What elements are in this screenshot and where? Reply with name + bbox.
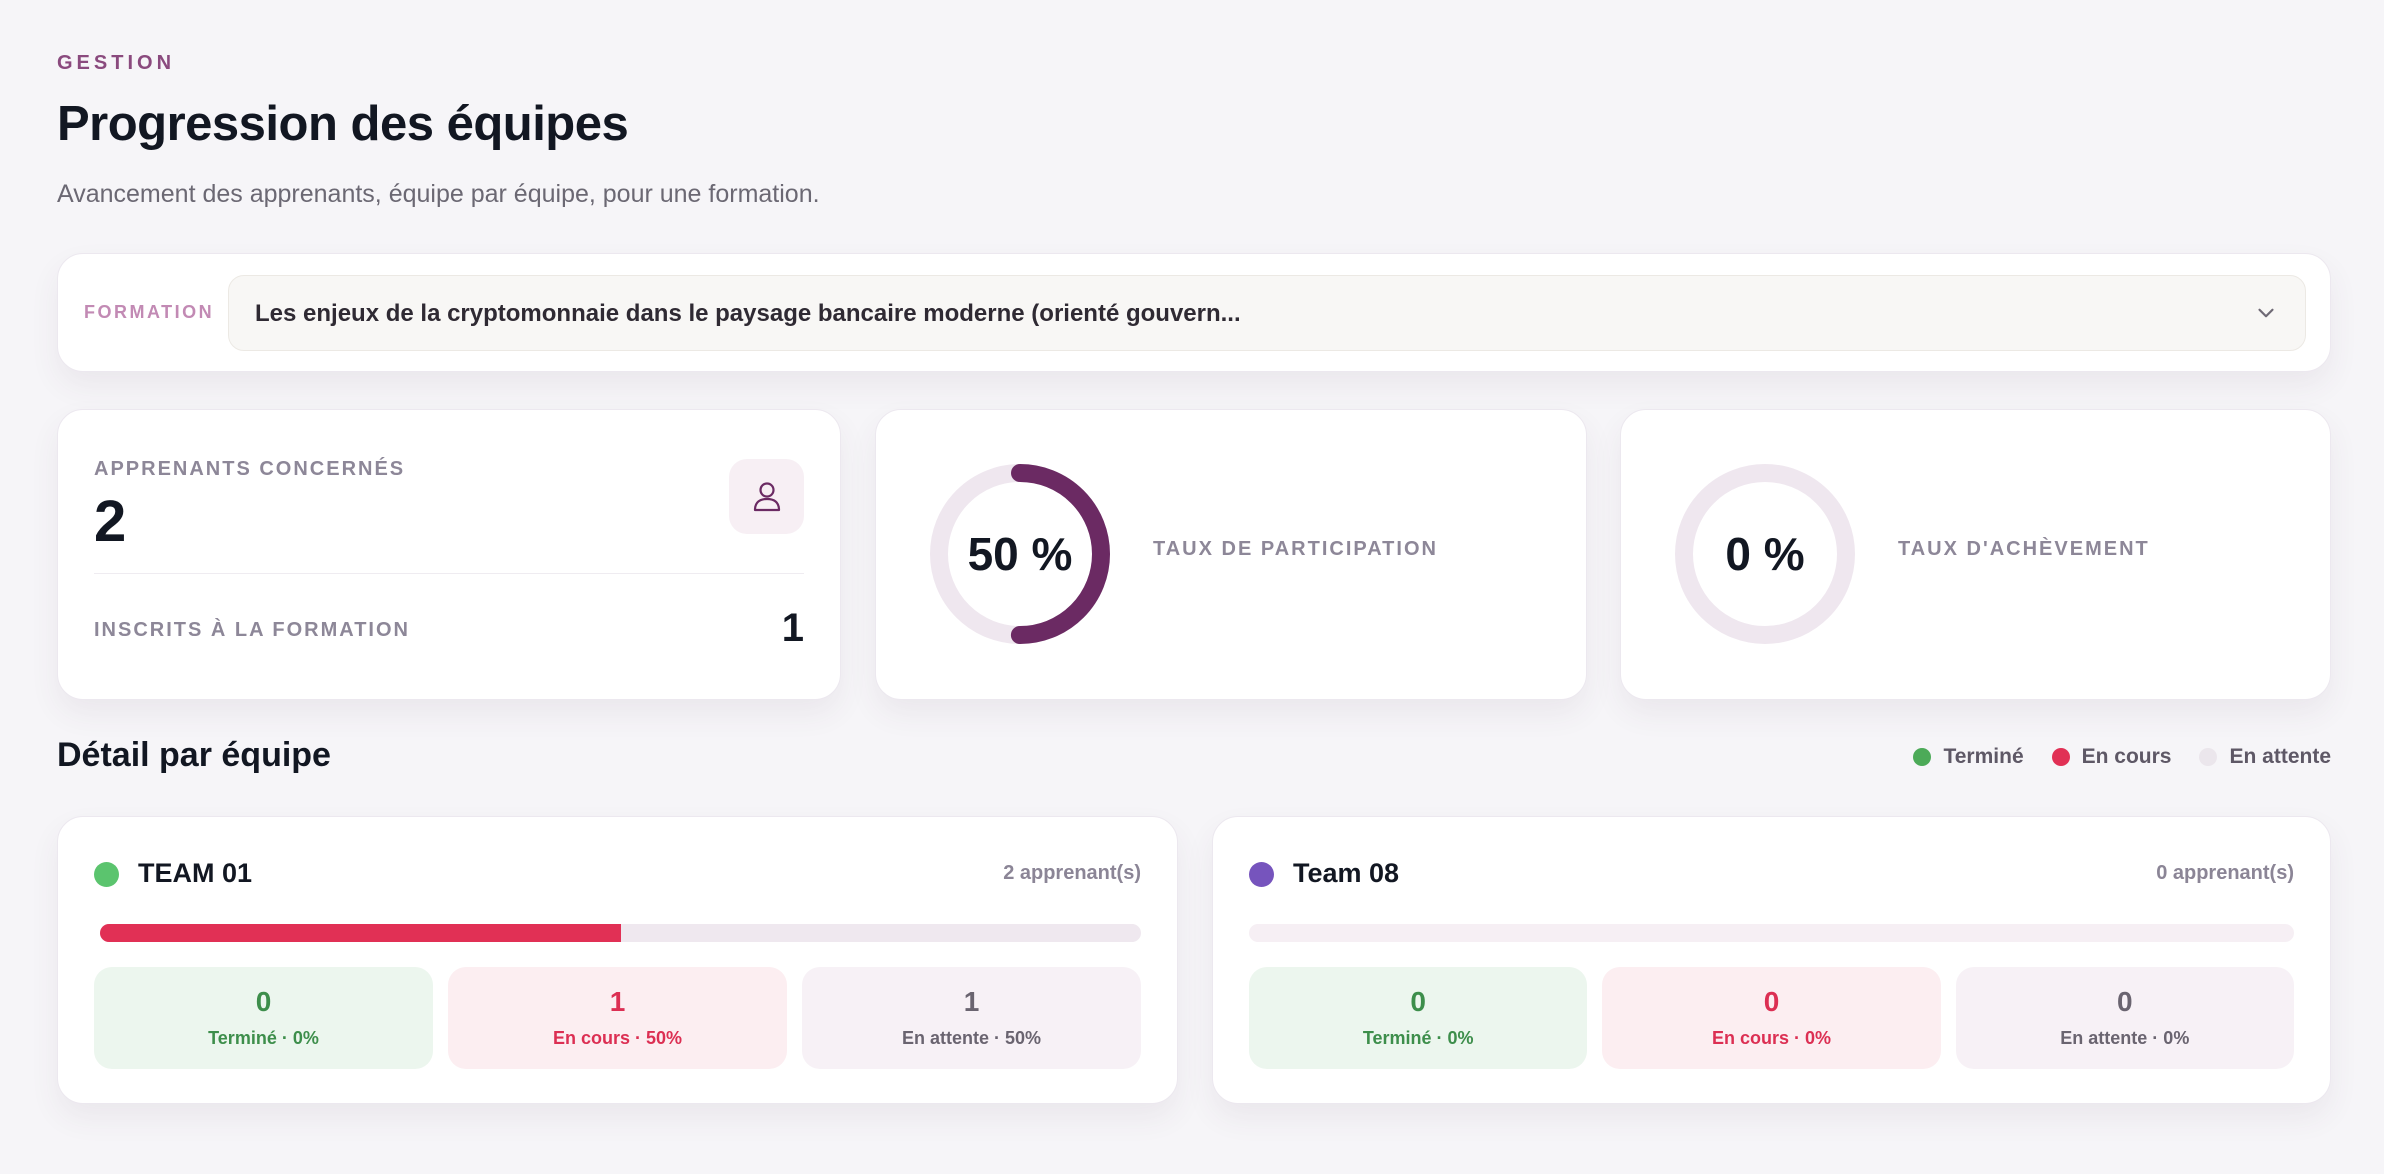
pill-value: 0: [1763, 985, 1780, 1017]
pill-caption: Terminé · 0%: [208, 1027, 319, 1048]
achievement-value: 0 %: [1725, 528, 1805, 580]
learners-label: APPRENANTS CONCERNÉS: [94, 458, 406, 480]
legend-label: Terminé: [1943, 745, 2024, 768]
pill-value: 1: [963, 985, 980, 1017]
team-name: Team 08: [1293, 858, 1400, 888]
team-learner-count: 2 apprenant(s): [1003, 862, 1141, 884]
team-progress-fill: [100, 924, 621, 942]
page-subtitle: Avancement des apprenants, équipe par éq…: [57, 180, 820, 208]
page-title: Progression des équipes: [57, 97, 629, 151]
status-pill-waiting: 0 En attente · 0%: [1955, 967, 2294, 1069]
enrolled-label: INSCRITS À LA FORMATION: [94, 619, 410, 641]
status-pill-done: 0 Terminé · 0%: [94, 967, 433, 1069]
team-learner-count: 0 apprenant(s): [2156, 862, 2294, 884]
pill-value: 1: [609, 985, 626, 1017]
pill-caption: Terminé · 0%: [1362, 1027, 1474, 1048]
legend-dot: [1913, 748, 1932, 766]
pill-value: 0: [2117, 985, 2133, 1017]
team-status-pills: 0 Terminé · 0% 0 En cours · 0% 0 En atte…: [1249, 967, 2294, 1069]
formation-selector-card: FORMATION Les enjeux de la cryptomonnaie…: [57, 253, 2331, 372]
participation-card: 50 % TAUX DE PARTICIPATION: [875, 409, 1587, 700]
legend-dot: [2051, 748, 2070, 766]
legend-label: En cours: [2081, 745, 2172, 768]
pill-value: 0: [1410, 985, 1426, 1017]
pill-caption: En attente · 50%: [901, 1027, 1042, 1048]
participation-label: TAUX DE PARTICIPATION: [1153, 538, 1438, 560]
learners-card: APPRENANTS CONCERNÉS 2 INSCRITS À LA FOR…: [57, 409, 841, 700]
team-color-dot: [94, 862, 119, 887]
legend-item-waiting: En attente: [2199, 745, 2331, 769]
team-status-pills: 0 Terminé · 0% 1 En cours · 50% 1 En att…: [94, 967, 1141, 1069]
learners-value: 2: [94, 489, 127, 554]
status-legend: Terminé En cours En attente: [1913, 745, 2331, 769]
achievement-label: TAUX D'ACHÈVEMENT: [1898, 538, 2150, 560]
achievement-donut: [1675, 464, 1855, 644]
team-progress-bar: [100, 924, 1141, 942]
status-pill-in-progress: 0 En cours · 0%: [1602, 967, 1941, 1069]
team-card: Team 08 0 apprenant(s) 0 Terminé · 0% 0 …: [1212, 816, 2331, 1104]
participation-value: 50 %: [967, 528, 1073, 580]
participation-donut: [930, 464, 1110, 644]
detail-section-title: Détail par équipe: [57, 736, 331, 774]
pill-caption: En cours · 0%: [1711, 1027, 1831, 1048]
pill-caption: En cours · 50%: [552, 1027, 683, 1048]
chevron-down-icon: [2258, 308, 2274, 318]
legend-item-in-progress: En cours: [2051, 745, 2172, 769]
section-eyebrow: GESTION: [57, 52, 176, 74]
user-icon: [753, 482, 781, 512]
formation-selected-value: Les enjeux de la cryptomonnaie dans le p…: [255, 300, 1241, 327]
user-icon-badge: [729, 459, 804, 534]
team-name: TEAM 01: [138, 858, 253, 888]
divider: [94, 573, 804, 574]
team-progress-bar: [1249, 924, 2294, 942]
formation-select[interactable]: Les enjeux de la cryptomonnaie dans le p…: [228, 275, 2306, 351]
pill-value: 0: [255, 985, 272, 1017]
status-pill-done: 0 Terminé · 0%: [1249, 967, 1588, 1069]
legend-dot: [2199, 748, 2218, 766]
status-pill-waiting: 1 En attente · 50%: [802, 967, 1141, 1069]
achievement-card: 0 % TAUX D'ACHÈVEMENT: [1620, 409, 2331, 700]
pill-caption: En attente · 0%: [2060, 1027, 2190, 1048]
team-card: TEAM 01 2 apprenant(s) 0 Terminé · 0% 1 …: [57, 816, 1178, 1104]
legend-item-done: Terminé: [1913, 745, 2024, 769]
legend-label: En attente: [2229, 745, 2331, 768]
status-pill-in-progress: 1 En cours · 50%: [448, 967, 787, 1069]
formation-label: FORMATION: [84, 302, 215, 322]
enrolled-value: 1: [781, 606, 804, 650]
team-color-dot: [1249, 862, 1274, 887]
